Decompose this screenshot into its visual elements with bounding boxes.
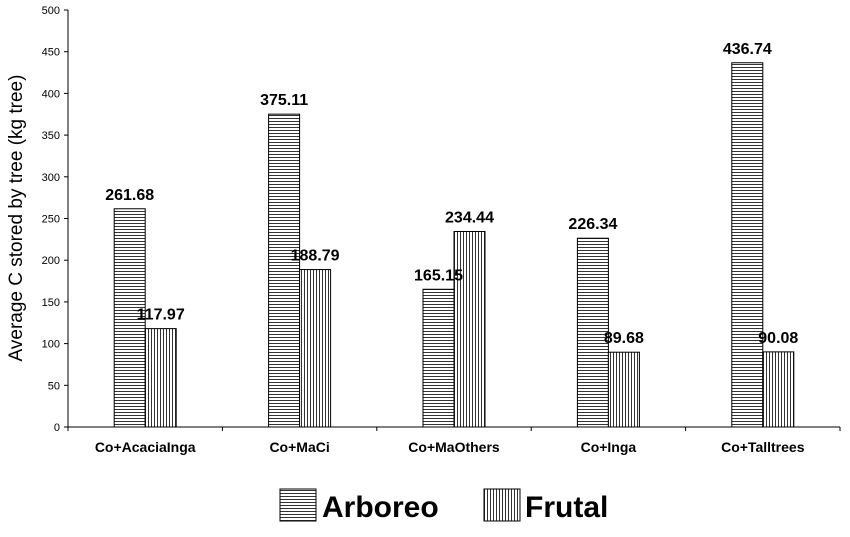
data-label: 436.74 (723, 41, 772, 58)
y-axis-label: Average C stored by tree (kg tree) (6, 75, 27, 362)
data-label: 117.97 (137, 307, 185, 324)
x-axis (67, 426, 841, 431)
data-label: 188.79 (291, 248, 340, 265)
data-label: 234.44 (445, 209, 494, 226)
bar-arboreo (422, 288, 455, 428)
y-tick-label: 350 (42, 130, 60, 142)
legend-swatch-arboreo (279, 488, 317, 522)
bars (113, 62, 795, 428)
bar-frutal (453, 230, 486, 428)
data-label: 89.68 (604, 330, 644, 347)
y-tick-label: 50 (48, 380, 60, 392)
category-label: Co+Inga (581, 439, 637, 455)
y-tick-label: 300 (42, 172, 60, 184)
category-label: Co+MaCi (269, 439, 329, 455)
bar-arboreo (731, 62, 764, 428)
y-tick-label: 500 (42, 5, 60, 17)
data-labels: 261.68 117.97 375.11 188.79 165.15 234.44 226.… (105, 41, 798, 347)
y-tick-label: 250 (42, 214, 60, 226)
data-label: 165.15 (414, 267, 463, 284)
data-label: 261.68 (105, 187, 154, 204)
category-label: Co+Talltrees (721, 439, 805, 455)
y-tick-label: 200 (42, 255, 60, 267)
data-label: 375.11 (260, 92, 308, 109)
data-label: 226.34 (568, 216, 617, 233)
y-axis: 0 50 100 150 200 250 300 350 400 450 500 (42, 5, 69, 434)
bar-frutal (299, 269, 332, 428)
category-labels: Co+AcaciaInga Co+MaCi Co+MaOthers Co+Inga Co… (95, 439, 805, 455)
bar-frutal (144, 328, 177, 428)
y-tick-label: 0 (54, 422, 60, 434)
bar-frutal (607, 351, 640, 428)
data-label: 90.08 (758, 330, 798, 347)
category-label: Co+AcaciaInga (95, 439, 196, 455)
y-tick-label: 450 (42, 47, 60, 59)
y-tick-label: 150 (42, 297, 60, 309)
bar-arboreo (268, 113, 301, 428)
y-tick-label: 100 (42, 339, 60, 351)
legend-swatch-frutal (483, 488, 521, 522)
bar-arboreo (576, 237, 609, 428)
bar-arboreo (113, 208, 146, 428)
y-tick-label: 400 (42, 88, 60, 100)
bar-frutal (762, 351, 795, 428)
category-label: Co+MaOthers (408, 439, 500, 455)
legend: Arboreo Frutal (279, 488, 608, 524)
legend-label-arboreo: Arboreo (322, 491, 439, 524)
legend-label-frutal: Frutal (525, 491, 608, 524)
